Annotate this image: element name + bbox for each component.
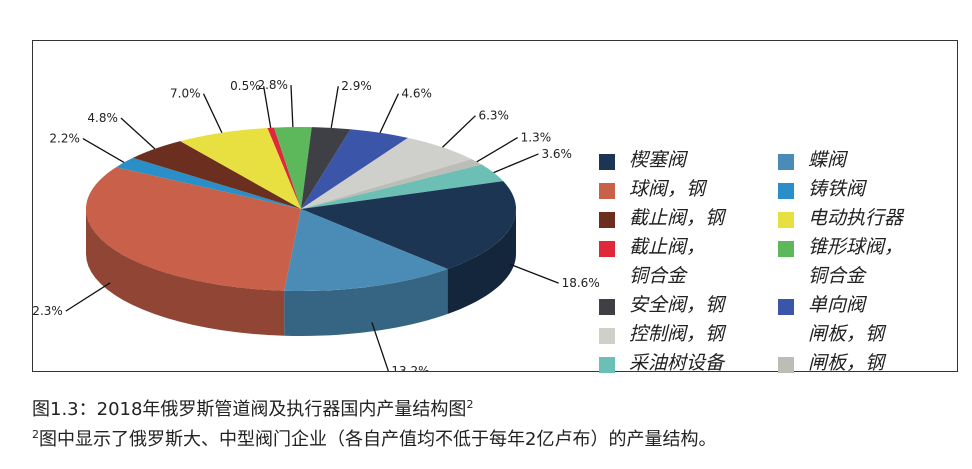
data-label-9: 32.3% [33, 304, 63, 318]
leader-line-9 [65, 282, 111, 312]
chart-footnote: 2图中显示了俄罗斯大、中型阀门企业（各自产值均不低于每年2亿卢布）的产量结构。 [32, 425, 716, 451]
legend-swatch [599, 328, 615, 344]
caption-title: 图1.3：2018年俄罗斯管道阀及执行器国内产量结构图 [32, 399, 467, 420]
data-label-2: 2.9% [341, 79, 372, 93]
legend-label: 电动执行器 [808, 207, 904, 229]
pie-slice-7 [301, 181, 516, 269]
data-label-4: 6.3% [478, 109, 509, 123]
pie-side-9 [86, 209, 285, 336]
legend-label: 楔塞阀 [629, 149, 687, 171]
legend-item: 安全阀，钢 [599, 294, 724, 323]
legend-item: 铸铁阀 [778, 178, 903, 207]
legend-swatch [599, 183, 615, 199]
legend-label: 截止阀， 铜合金 [629, 236, 706, 287]
data-label-10: 2.2% [49, 132, 80, 146]
legend-swatch [599, 241, 615, 257]
chart-frame: 0.5%2.8% 2.9% 4.6% 6.3% 1.3% 3.6% 18.6% 13.2% 32… [32, 40, 958, 374]
pie-slice-0 [267, 127, 301, 209]
data-label-3: 4.6% [401, 87, 432, 101]
legend-left-column: 楔塞阀球阀，钢截止阀，钢截止阀， 铜合金安全阀，钢控制阀，钢采油树设备 [599, 149, 724, 381]
legend-swatch [778, 241, 794, 257]
legend-label: 单向阀 闸板，钢 [808, 294, 885, 345]
data-label-7: 18.6% [562, 276, 600, 290]
legend-item: 闸板，钢 [778, 352, 903, 381]
legend-item: 截止阀， 铜合金 [599, 236, 724, 294]
leader-line-6 [493, 153, 539, 174]
legend-item: 电动执行器 [778, 207, 903, 236]
leader-line-2 [330, 86, 339, 128]
legend-swatch [599, 212, 615, 228]
chart-caption: 图1.3：2018年俄罗斯管道阀及执行器国内产量结构图2 [32, 395, 473, 421]
pie-slice-1 [274, 126, 312, 209]
pie-side-7 [447, 209, 516, 314]
legend-item: 球阀，钢 [599, 178, 724, 207]
legend-swatch [778, 212, 794, 228]
legend-item: 采油树设备 [599, 352, 724, 381]
legend-label: 采油树设备 [629, 352, 725, 374]
legend-swatch [599, 154, 615, 170]
legend-item: 楔塞阀 [599, 149, 724, 178]
data-label-6: 3.6% [541, 147, 572, 161]
legend-swatch [778, 183, 794, 199]
pie-slice-10 [116, 157, 301, 209]
pie-slice-12 [180, 128, 301, 209]
pie-slice-4 [301, 137, 472, 209]
leader-line-7 [509, 263, 559, 284]
pie-slice-3 [301, 129, 408, 209]
leader-line-11 [120, 117, 156, 150]
leader-line-5 [476, 137, 518, 163]
data-label-12: 7.0% [170, 87, 201, 101]
legend-item: 蝶阀 [778, 149, 903, 178]
leader-line-10 [82, 138, 125, 163]
pie-slice-9 [86, 167, 301, 291]
pie-side-8 [284, 268, 448, 336]
legend-swatch [778, 357, 794, 373]
pie-slice-2 [301, 127, 351, 209]
caption-sup: 2 [466, 398, 474, 411]
pie-slice-11 [132, 141, 301, 209]
legend-label: 安全阀，钢 [629, 294, 725, 316]
legend-label: 截止阀，钢 [629, 207, 725, 229]
legend-item: 截止阀，钢 [599, 207, 724, 236]
legend-label: 闸板，钢 [808, 352, 885, 374]
legend-item: 控制阀，钢 [599, 323, 724, 352]
legend-right-column: 蝶阀铸铁阀电动执行器锥形球阀， 铜合金 单向阀 闸板，钢闸板，钢 [778, 149, 903, 381]
legend-label: 锥形球阀， 铜合金 [808, 236, 904, 287]
leader-line-8 [371, 322, 389, 371]
leader-line-1 [290, 85, 294, 128]
pie-slice-8 [284, 209, 448, 291]
legend-swatch [778, 154, 794, 170]
legend-swatch [778, 299, 794, 315]
data-label-11: 4.8% [87, 111, 118, 125]
leader-line-3 [379, 93, 400, 134]
data-label-8: 13.2% [391, 364, 429, 371]
legend-swatch [599, 299, 615, 315]
footnote-text: 图中显示了俄罗斯大、中型阀门企业（各自产值均不低于每年2亿卢布）的产量结构。 [39, 429, 717, 450]
legend-item: 锥形球阀， 铜合金 [778, 236, 903, 294]
legend-item: 单向阀 闸板，钢 [778, 294, 903, 352]
leader-line-12 [202, 93, 223, 134]
legend-label: 蝶阀 [808, 149, 847, 171]
leader-line-4 [442, 115, 476, 148]
legend-label: 控制阀，钢 [629, 323, 725, 345]
legend-label: 铸铁阀 [808, 178, 866, 200]
legend-swatch [599, 357, 615, 373]
data-label-0: 0.5% [230, 79, 261, 93]
data-label-1: 2.8% [257, 78, 288, 92]
pie-chart: 0.5%2.8% 2.9% 4.6% 6.3% 1.3% 3.6% 18.6% 13.2% 32… [33, 78, 600, 371]
legend-label: 球阀，钢 [629, 178, 706, 200]
leader-line-0 [263, 86, 272, 128]
pie-slice-5 [301, 159, 482, 209]
data-label-5: 1.3% [521, 131, 552, 145]
footnote-sup: 2 [32, 428, 39, 441]
pie-slice-6 [301, 164, 504, 209]
